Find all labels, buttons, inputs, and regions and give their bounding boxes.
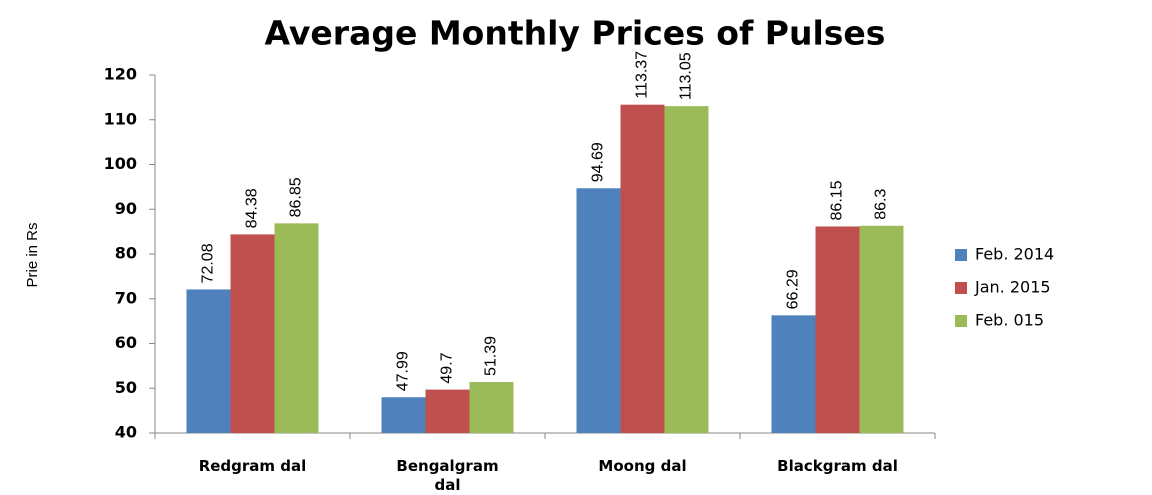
- data-label: 94.69: [590, 142, 607, 182]
- bar: [815, 226, 860, 433]
- chart-title: Average Monthly Prices of Pulses: [265, 14, 886, 53]
- y-tick-label: 120: [104, 65, 137, 84]
- y-tick-label: 50: [115, 378, 137, 397]
- x-tick-label: Moong dal: [598, 457, 687, 475]
- bar: [230, 234, 275, 433]
- data-label: 113.05: [678, 52, 695, 100]
- y-tick-label: 60: [115, 333, 137, 352]
- bar: [381, 397, 426, 433]
- bar: [576, 188, 621, 433]
- bar: [469, 382, 514, 433]
- legend-swatch: [955, 315, 967, 327]
- data-label: 51.39: [483, 336, 500, 376]
- legend-swatch: [955, 282, 967, 294]
- data-label: 86.15: [829, 180, 846, 220]
- legend-swatch: [955, 249, 967, 261]
- x-tick-label: Bengalgram dal: [396, 457, 499, 494]
- legend-label: Feb. 015: [975, 311, 1044, 330]
- data-label: 84.38: [244, 188, 261, 228]
- data-label: 66.29: [785, 269, 802, 309]
- bar: [425, 389, 470, 433]
- x-tick-label: Blackgram dal: [777, 457, 898, 475]
- data-label: 86.3: [873, 189, 890, 220]
- bar: [664, 106, 709, 433]
- data-label: 113.37: [634, 51, 651, 99]
- y-axis-label: Prie in Rs: [24, 222, 41, 287]
- y-tick-label: 70: [115, 288, 137, 307]
- y-tick-label: 80: [115, 244, 137, 263]
- bar: [771, 315, 816, 433]
- bar: [186, 289, 231, 433]
- data-label: 49.7: [439, 352, 456, 383]
- y-tick-label: 100: [104, 154, 137, 173]
- bar: [859, 225, 904, 433]
- y-tick-label: 110: [104, 109, 137, 128]
- y-tick-label: 90: [115, 199, 137, 218]
- data-label: 72.08: [200, 243, 217, 283]
- x-tick-label: Redgram dal: [198, 457, 307, 475]
- bar: [620, 104, 665, 433]
- y-tick-label: 40: [115, 423, 137, 442]
- legend-label: Jan. 2015: [974, 278, 1051, 297]
- data-label: 86.85: [288, 177, 305, 217]
- legend-label: Feb. 2014: [975, 245, 1054, 264]
- data-label: 47.99: [395, 351, 412, 391]
- bar: [274, 223, 319, 433]
